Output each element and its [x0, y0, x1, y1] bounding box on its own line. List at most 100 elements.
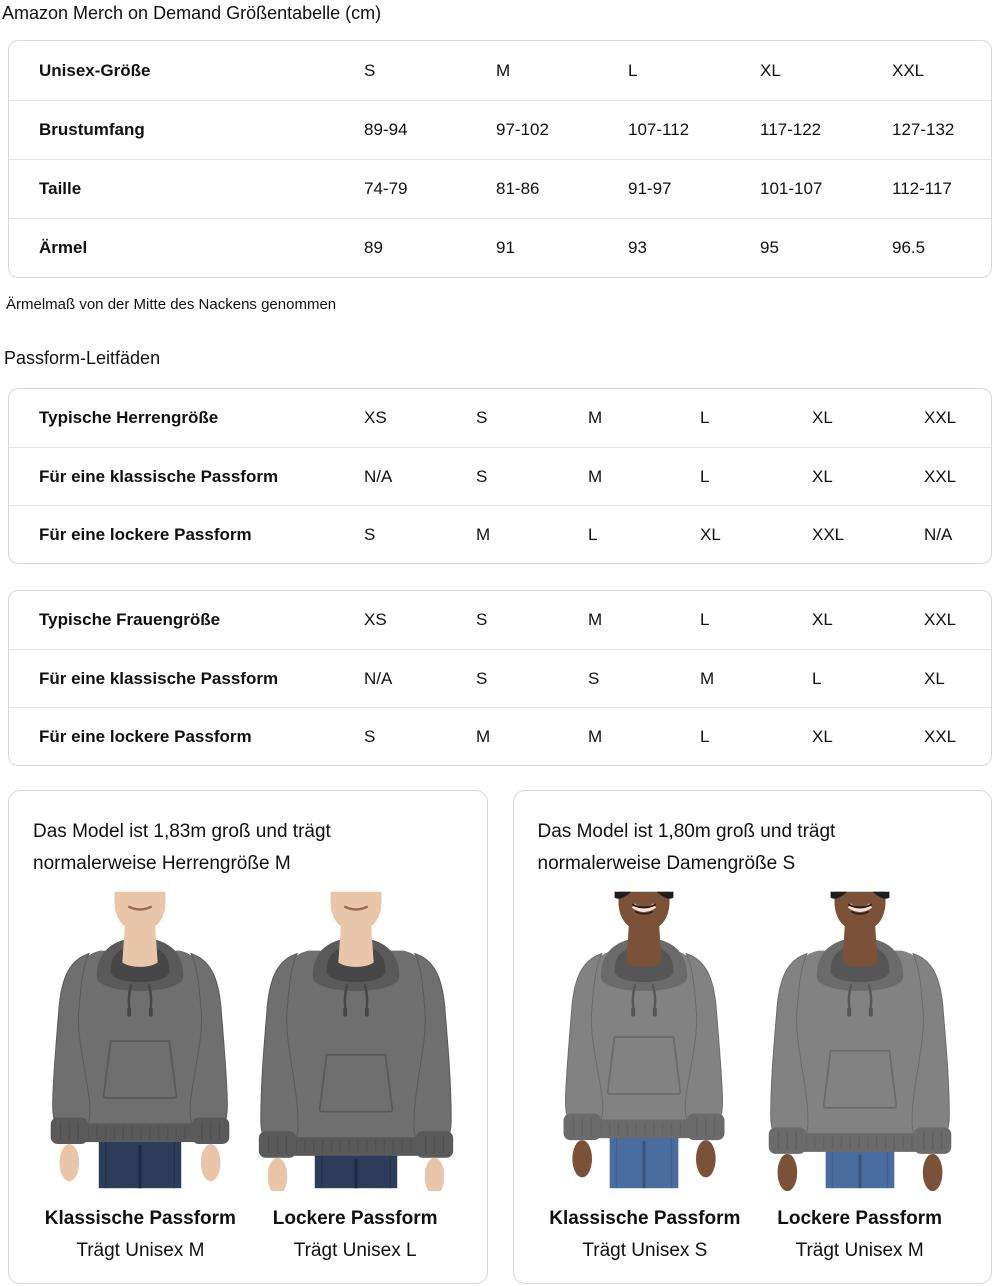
table-row: Brustumfang 89-94 97-102 107-112 117-122…	[9, 100, 991, 159]
size-cell: M	[700, 668, 715, 688]
size-cell: 89	[364, 238, 383, 257]
size-cell: L	[812, 668, 822, 688]
model-description: Das Model ist 1,80m groß und trägt norma…	[537, 821, 836, 874]
size-cell: 91-97	[628, 179, 672, 198]
size-cell: M	[476, 524, 491, 544]
size-cell: XL	[812, 408, 833, 427]
fit-label: Lockere Passform	[272, 1208, 438, 1229]
size-cell: 95	[760, 238, 779, 257]
size-cell: S	[364, 60, 376, 80]
size-cell: 91	[496, 238, 515, 257]
caption-classic: Klassische Passform Trägt Unisex S	[538, 1207, 753, 1263]
model-photos	[33, 889, 463, 1191]
size-cell: XXL	[924, 408, 957, 427]
size-cell: XS	[364, 610, 387, 629]
size-cell: L	[700, 610, 710, 629]
size-cell: L	[588, 524, 598, 544]
size-cell: N/A	[364, 466, 393, 486]
size-cell: XXL	[892, 60, 925, 80]
size-cell: S	[364, 726, 376, 746]
size-cell: S	[476, 668, 488, 688]
size-worn-label: Trägt Unisex M	[795, 1240, 924, 1261]
size-cell: S	[476, 466, 488, 486]
fit-label: Lockere Passform	[777, 1208, 942, 1229]
row-label: Typische Herrengröße	[39, 408, 219, 427]
photo-captions: Klassische Passform Trägt Unisex S Locke…	[538, 1207, 968, 1263]
size-cell: S	[588, 668, 600, 688]
table-row: Typische Frauengröße XS S M L XL XXL	[9, 591, 991, 649]
fit-guides-title: Passform-Leitfäden	[4, 348, 161, 368]
size-cell: 107-112	[628, 120, 690, 139]
size-cell: L	[700, 726, 710, 746]
table-row: Ärmel 89 91 93 95 96.5	[9, 218, 991, 277]
row-label: Brustumfang	[39, 120, 145, 139]
photo-captions: Klassische Passform Trägt Unisex M Locke…	[33, 1207, 463, 1263]
row-label: Taille	[39, 179, 82, 198]
row-label: Unisex-Größe	[39, 60, 151, 80]
size-cell: S	[476, 610, 488, 629]
model-photo-men-loose	[249, 889, 462, 1191]
table-row: Typische Herrengröße XS S M L XL XXL	[9, 389, 991, 447]
size-cell: XS	[364, 408, 387, 427]
table-row: Taille 74-79 81-86 91-97 101-107 112-117	[9, 159, 991, 218]
model-card-men: Das Model ist 1,83m groß und trägt norma…	[8, 790, 488, 1284]
size-cell: 127-132	[892, 120, 955, 139]
size-worn-label: Trägt Unisex M	[76, 1240, 205, 1261]
caption-loose: Lockere Passform Trägt Unisex L	[248, 1207, 463, 1263]
size-cell: M	[588, 466, 603, 486]
size-cell: L	[700, 408, 710, 427]
size-cell: M	[588, 408, 603, 427]
size-cell: M	[496, 60, 511, 80]
size-worn-label: Trägt Unisex L	[293, 1240, 417, 1261]
size-cell: XL	[812, 610, 833, 629]
size-cell: L	[628, 60, 638, 80]
size-cell: N/A	[924, 524, 953, 544]
size-cell: XXL	[924, 726, 957, 746]
row-label: Ärmel	[39, 238, 88, 257]
size-worn-label: Trägt Unisex S	[582, 1240, 708, 1261]
table-row: Unisex-Größe S M L XL XXL	[9, 41, 991, 100]
model-photo-men-classic	[33, 889, 246, 1191]
caption-classic: Klassische Passform Trägt Unisex M	[33, 1207, 248, 1263]
size-cell: 97-102	[496, 120, 549, 139]
model-description: Das Model ist 1,83m groß und trägt norma…	[33, 821, 331, 874]
size-cell: XXL	[924, 610, 957, 629]
size-cell: 101-107	[760, 179, 823, 198]
fit-label: Klassische Passform	[549, 1208, 741, 1229]
row-label: Für eine lockere Passform	[39, 726, 252, 746]
size-cell: 112-117	[892, 179, 952, 198]
table-row: Für eine klassische Passform N/A S M L X…	[9, 447, 991, 505]
size-cell: 89-94	[364, 120, 408, 139]
size-cell: XL	[760, 60, 781, 80]
row-label: Für eine klassische Passform	[39, 466, 279, 486]
fit-table-women: Typische Frauengröße XS S M L XL XXL Für…	[8, 590, 992, 766]
size-cell: XL	[812, 466, 833, 486]
size-cell: XL	[812, 726, 833, 746]
size-cell: 81-86	[496, 179, 540, 198]
sleeve-measurement-note: Ärmelmaß von der Mitte des Nackens genom…	[6, 296, 337, 313]
size-cell: S	[364, 524, 376, 544]
size-cell: 96.5	[892, 238, 926, 257]
size-cell: 93	[628, 238, 647, 257]
size-cell: XL	[700, 524, 721, 544]
size-cell: XL	[924, 668, 945, 688]
size-cell: XXL	[812, 524, 845, 544]
table-row: Für eine lockere Passform S M M L XL XXL	[9, 707, 991, 765]
model-photo-women-loose	[754, 889, 967, 1191]
fit-table-men: Typische Herrengröße XS S M L XL XXL Für…	[8, 388, 992, 564]
size-cell: M	[476, 726, 491, 746]
size-table: Unisex-Größe S M L XL XXL Brustumfang 89…	[8, 40, 992, 278]
size-cell: M	[588, 610, 603, 629]
size-cell: M	[588, 726, 603, 746]
model-photo-women-classic	[538, 889, 751, 1191]
size-cell: N/A	[364, 668, 393, 688]
size-cell: XXL	[924, 466, 957, 486]
row-label: Für eine klassische Passform	[39, 668, 279, 688]
caption-loose: Lockere Passform Trägt Unisex M	[752, 1207, 967, 1263]
model-card-women: Das Model ist 1,80m groß und trägt norma…	[512, 790, 992, 1284]
size-cell: S	[476, 408, 488, 427]
model-cards: Das Model ist 1,83m groß und trägt norma…	[8, 790, 992, 1284]
table-row: Für eine lockere Passform S M L XL XXL N…	[9, 505, 991, 563]
size-cell: 74-79	[364, 179, 408, 198]
